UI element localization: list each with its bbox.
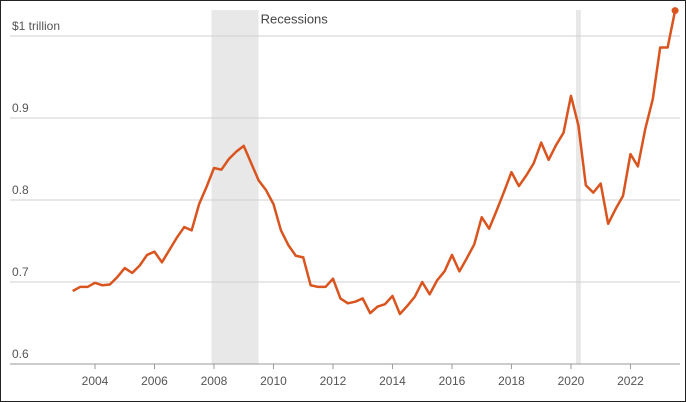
x-tick-label: 2014 [379,374,406,388]
y-tick-label: 0.6 [12,347,29,361]
x-tick-label: 2016 [439,374,466,388]
line [72,10,677,316]
y-tick-label: 0.8 [12,183,29,197]
x-tick-label: 2012 [320,374,347,388]
x-tick-label: 2010 [260,374,287,388]
x-tick-label: 2004 [82,374,109,388]
x-tick-label: 2022 [617,374,644,388]
x-tick-label: 2020 [558,374,585,388]
y-tick-label: 0.7 [12,265,29,279]
end-marker [671,7,679,15]
y-tick-label: 0.9 [12,101,29,115]
x-tick-label: 2006 [141,374,168,388]
y-tick-label: $1 trillion [12,19,60,33]
annotation: Recessions [261,11,329,26]
recession-band [575,10,581,364]
x-tick-label: 2008 [201,374,228,388]
recession-band [211,10,259,364]
x-tick-label: 2018 [498,374,525,388]
